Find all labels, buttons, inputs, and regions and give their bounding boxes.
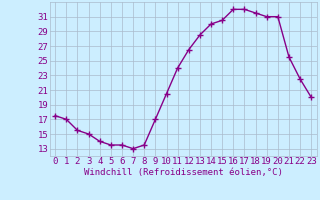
X-axis label: Windchill (Refroidissement éolien,°C): Windchill (Refroidissement éolien,°C) — [84, 168, 283, 177]
